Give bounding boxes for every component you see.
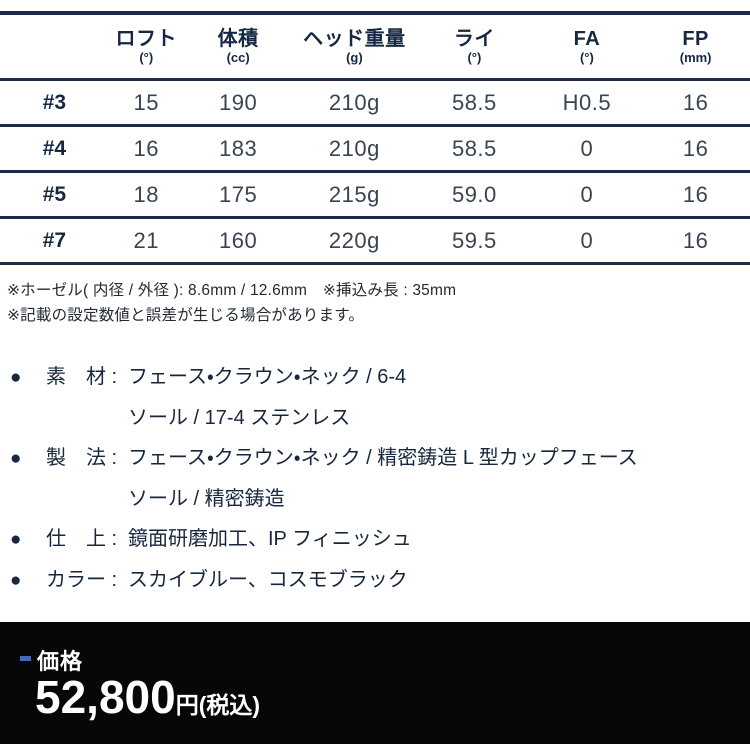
head-weight-value: 210g	[328, 89, 380, 115]
footnotes: ※ホーゼル( 内径 / 外径 ): 8.6mm / 12.6mm ※挿込み長 :…	[7, 278, 750, 328]
head-weight-value: 215g	[328, 181, 380, 207]
table-row-4: #4 16 183 210g 58.5 0 16	[0, 126, 750, 172]
table-header-row: ロフト (°) 体積 (cc) ヘッド重量 (g) ライ (°) FA (°) …	[0, 13, 750, 80]
club-number: #3	[42, 90, 67, 114]
spec-finish-label: 仕 上 :	[46, 528, 118, 550]
fa-value: H0.5	[562, 89, 612, 115]
header-volume-unit: (cc)	[226, 50, 250, 65]
fp-value: 16	[682, 89, 709, 115]
fp-value: 16	[682, 135, 709, 161]
header-fa: FA (°)	[533, 13, 642, 80]
bullet-icon: ●	[10, 570, 22, 591]
spec-color-label: カラー :	[46, 569, 118, 591]
header-fa-label: FA	[573, 28, 601, 50]
lie-value: 59.0	[451, 181, 497, 207]
loft-value: 15	[133, 89, 159, 115]
header-head-weight-label: ヘッド重量	[303, 28, 406, 50]
header-fp: FP (mm)	[641, 13, 750, 80]
spec-construction-line2: ソール / 精密鋳造	[128, 488, 285, 510]
header-club-blank	[0, 13, 109, 80]
spec-construction-line1: フェース・クラウン・ネック / 精密鋳造 L 型カップフェース	[128, 447, 638, 469]
head-weight-value: 210g	[328, 135, 380, 161]
lie-value: 58.5	[451, 89, 497, 115]
lie-value: 58.5	[451, 135, 497, 161]
head-weight-value: 220g	[328, 227, 380, 253]
spec-finish-line1: 鏡面研磨加工、IP フィニッシュ	[128, 528, 412, 550]
header-volume: 体積 (cc)	[184, 13, 293, 80]
header-lie-label: ライ	[453, 28, 495, 50]
fa-value: 0	[580, 227, 594, 253]
spec-finish: ● 仕 上 : 鏡面研磨加工、IP フィニッシュ	[10, 519, 750, 560]
volume-value: 160	[219, 227, 258, 253]
bullet-icon: ●	[10, 367, 22, 388]
bullet-icon: ●	[10, 448, 22, 469]
club-spec-table: ロフト (°) 体積 (cc) ヘッド重量 (g) ライ (°) FA (°) …	[0, 11, 750, 265]
spec-color: ● カラー : スカイブルー、コスモブラック	[10, 560, 750, 601]
lie-value: 59.5	[451, 227, 497, 253]
loft-value: 18	[133, 181, 159, 207]
header-loft-label: ロフト	[115, 28, 177, 50]
header-volume-label: 体積	[217, 28, 259, 50]
fp-value: 16	[682, 227, 709, 253]
spec-details: ● 素 材 : フェース・クラウン・ネック / 6-4 ソール / 17-4 ス…	[10, 357, 750, 601]
fa-value: 0	[580, 181, 594, 207]
fp-value: 16	[682, 181, 709, 207]
spec-material-line2: ソール / 17-4 ステンレス	[128, 407, 351, 429]
header-fa-unit: (°)	[579, 50, 594, 65]
table-row-3: #3 15 190 210g 58.5 H0.5 16	[0, 80, 750, 126]
header-fp-unit: (mm)	[679, 50, 712, 65]
spec-construction: ● 製 法 : フェース・クラウン・ネック / 精密鋳造 L 型カップフェース …	[10, 438, 750, 519]
spec-material-line1: フェース・クラウン・ネック / 6-4	[128, 366, 407, 388]
header-loft: ロフト (°)	[109, 13, 184, 80]
fa-value: 0	[580, 135, 594, 161]
price-label: 価格	[37, 649, 84, 674]
table-row-7: #7 21 160 220g 59.5 0 16	[0, 218, 750, 264]
blue-dash-icon	[20, 656, 31, 661]
footnote-hosel: ※ホーゼル( 内径 / 外径 ): 8.6mm / 12.6mm ※挿込み長 :…	[7, 282, 457, 299]
club-number: #7	[42, 228, 67, 252]
header-head-weight: ヘッド重量 (g)	[293, 13, 417, 80]
volume-value: 175	[219, 181, 258, 207]
header-lie: ライ (°)	[416, 13, 532, 80]
price-unit: 円(税込)	[175, 692, 261, 718]
header-fp-label: FP	[682, 28, 709, 50]
price-banner: 価格 52,800円(税込)	[0, 622, 750, 744]
club-number: #4	[42, 136, 67, 160]
table-row-5: #5 18 175 215g 59.0 0 16	[0, 172, 750, 218]
header-head-weight-unit: (g)	[346, 50, 363, 65]
volume-value: 190	[219, 89, 258, 115]
header-lie-unit: (°)	[467, 50, 482, 65]
loft-value: 16	[133, 135, 159, 161]
footnote-tolerance: ※記載の設定数値と誤差が生じる場合があります。	[7, 307, 365, 324]
bullet-icon: ●	[10, 529, 22, 550]
spec-material: ● 素 材 : フェース・クラウン・ネック / 6-4 ソール / 17-4 ス…	[10, 357, 750, 438]
header-loft-unit: (°)	[139, 50, 154, 65]
spec-material-label: 素 材 :	[46, 366, 118, 388]
price-amount: 52,800	[35, 671, 176, 723]
spec-color-line1: スカイブルー、コスモブラック	[128, 569, 408, 591]
spec-construction-label: 製 法 :	[46, 447, 118, 469]
volume-value: 183	[219, 135, 258, 161]
club-number: #5	[42, 182, 67, 206]
price-amount-row: 52,800円(税込)	[35, 670, 260, 724]
loft-value: 21	[133, 227, 159, 253]
